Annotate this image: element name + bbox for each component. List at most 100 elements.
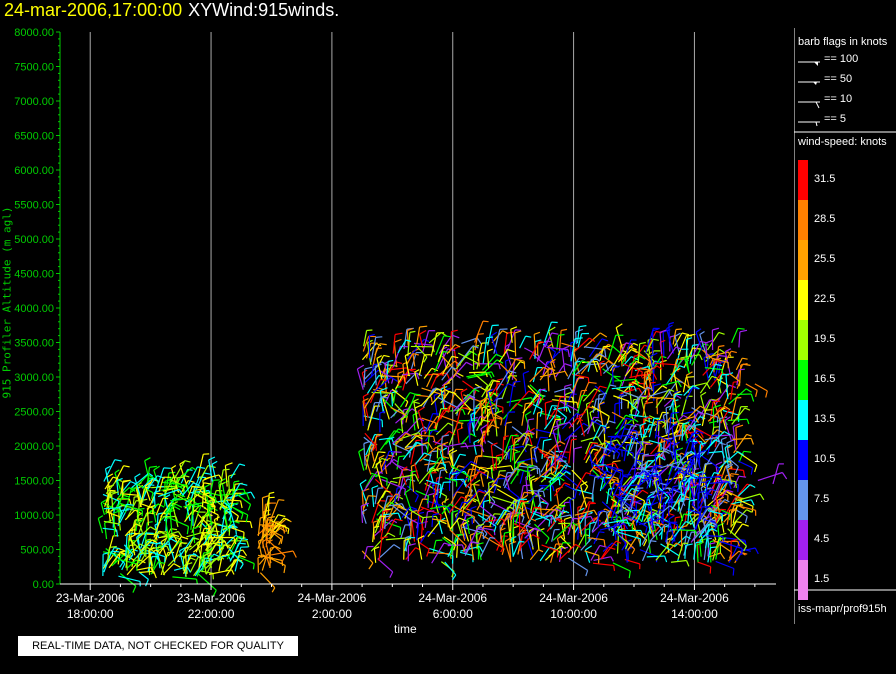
wind-barb [480, 536, 496, 558]
barb-staff [437, 405, 451, 423]
barb-staff [705, 351, 729, 359]
barb-flag [635, 411, 640, 417]
wind-barb [490, 331, 499, 357]
wind-barb [529, 506, 542, 521]
barb-flag [114, 469, 120, 474]
wind-barb [646, 367, 654, 392]
barb-staff [730, 397, 737, 421]
barb-staff [624, 361, 637, 377]
barb-flag [144, 457, 151, 462]
wind-barb [736, 406, 748, 420]
wind-barb [358, 447, 365, 471]
barb-flag [448, 461, 453, 469]
barb-flag [425, 444, 429, 450]
barb-flag [482, 533, 488, 540]
barb-staff [526, 466, 529, 481]
barb-staff [726, 467, 732, 485]
barb-flag [168, 544, 172, 553]
wind-barb [363, 545, 374, 560]
barb-staff [125, 534, 128, 557]
barb-staff [535, 508, 557, 511]
barb-flag [534, 331, 541, 335]
wind-barb [184, 537, 200, 555]
barb-flag [155, 492, 164, 495]
barb-staff [498, 349, 508, 363]
barb-staff [394, 432, 407, 446]
barb-staff [582, 388, 596, 402]
barb-staff [564, 484, 577, 492]
wind-barb [403, 538, 412, 560]
barb-flag [681, 332, 690, 336]
barb-flag [639, 531, 647, 536]
barb-flag [611, 542, 618, 547]
barb-flag [675, 393, 683, 396]
barb-staff [460, 444, 482, 448]
barb-staff [463, 394, 481, 403]
barb-staff [131, 472, 149, 489]
barb-staff [200, 521, 210, 532]
barb-flag [477, 333, 484, 335]
wind-barb [585, 448, 599, 464]
wind-barb [627, 400, 640, 417]
barb-flag [692, 344, 699, 346]
wind-barb [665, 405, 673, 434]
barb-staff [732, 437, 752, 440]
barb-staff [414, 463, 420, 479]
barb-staff [666, 328, 675, 354]
barb-staff [171, 504, 179, 528]
barb-staff [567, 518, 574, 535]
barb-staff [473, 455, 479, 478]
wind-barb [661, 416, 677, 428]
barb-staff [405, 547, 416, 560]
barb-flag [716, 496, 724, 501]
wind-barb [426, 373, 439, 388]
barb-staff [146, 508, 150, 526]
wind-barb [380, 512, 402, 520]
wind-barb [533, 446, 539, 463]
barb-staff [378, 537, 383, 561]
wind-barb [228, 548, 244, 570]
barb-flag [639, 396, 647, 399]
wind-barb [738, 450, 752, 463]
barb-staff [217, 544, 225, 562]
barb-flag [405, 401, 409, 408]
barb-staff [364, 432, 377, 447]
barb-staff [371, 434, 378, 451]
barb-staff [470, 463, 489, 472]
barb-flag [743, 450, 752, 453]
barb-flag [507, 348, 515, 353]
wind-barb [124, 509, 141, 521]
barb-staff [263, 497, 270, 521]
barb-staff [601, 540, 617, 560]
barb-flag [148, 472, 154, 477]
wind-barb [379, 387, 388, 413]
wind-barb [726, 463, 734, 485]
barb-flag [527, 464, 535, 468]
barb-flag [638, 355, 646, 360]
barb-flag [720, 532, 727, 536]
barb-staff [161, 484, 186, 491]
barb-flag [749, 484, 756, 489]
barb-flag [469, 395, 476, 401]
wind-barb [723, 392, 736, 406]
barb-staff [552, 521, 573, 541]
barb-flag [717, 522, 725, 527]
barb-flag [549, 546, 557, 550]
barb-staff [452, 395, 471, 412]
wind-barb [428, 332, 448, 344]
barb-flag [287, 528, 290, 534]
barb-flag [368, 562, 374, 570]
barb-flag [405, 432, 412, 437]
barb-staff [598, 404, 604, 429]
wind-barb [228, 540, 250, 548]
wind-barb [435, 335, 451, 356]
barb-flag [742, 470, 746, 478]
barb-flag [494, 483, 502, 488]
barb-flag [574, 337, 583, 340]
wind-barb [261, 494, 270, 518]
wind-barb [487, 324, 499, 346]
barb-flag [693, 385, 700, 390]
barb-staff [613, 518, 633, 525]
barb-flag [585, 527, 591, 531]
wind-barb [359, 479, 369, 507]
